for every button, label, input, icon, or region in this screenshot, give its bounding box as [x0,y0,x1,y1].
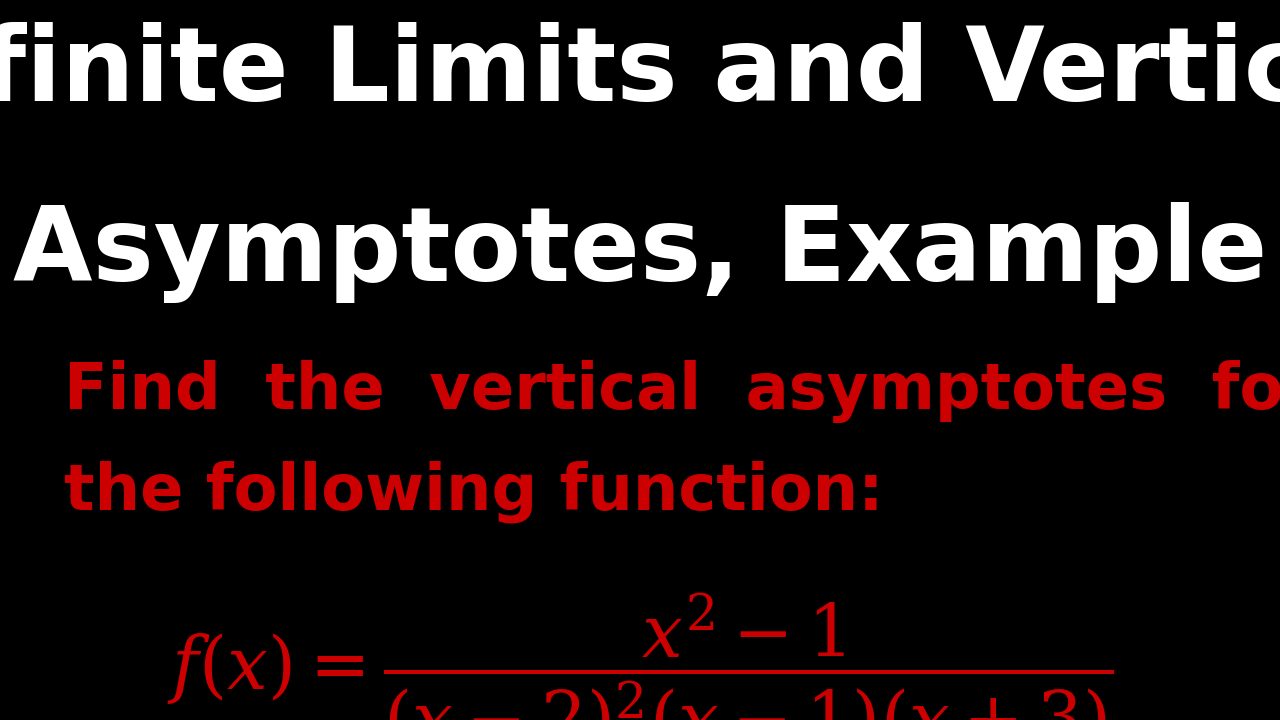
Text: the following function:: the following function: [64,461,883,523]
Text: Asymptotes, Example: Asymptotes, Example [13,202,1267,302]
Text: Find  the  vertical  asymptotes  for: Find the vertical asymptotes for [64,360,1280,423]
Text: Infinite Limits and Vertical: Infinite Limits and Vertical [0,22,1280,122]
Text: $f(x) = \dfrac{x^{2}-1}{(x-2)^{2}(x-1)(x+3)}$: $f(x) = \dfrac{x^{2}-1}{(x-2)^{2}(x-1)(x… [166,590,1114,720]
